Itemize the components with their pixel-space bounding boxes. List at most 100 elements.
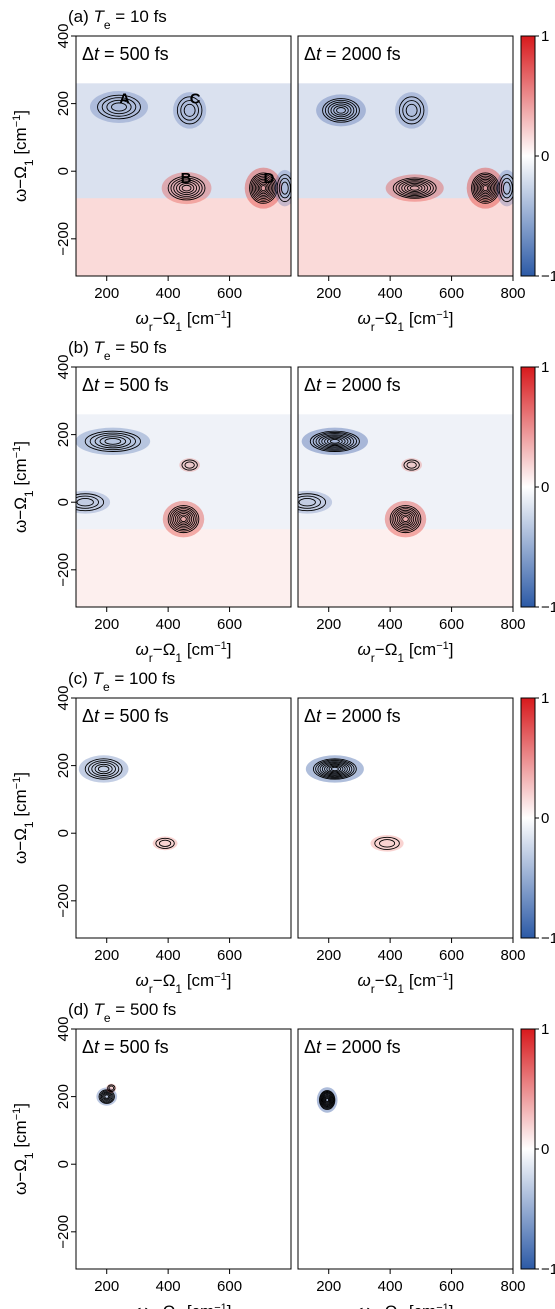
y-tick-label: 0 bbox=[55, 167, 72, 175]
x-tick-label: 400 bbox=[378, 1278, 403, 1295]
x-tick-label: 200 bbox=[94, 616, 119, 633]
contour-line bbox=[502, 181, 511, 195]
y-tick-label: 200 bbox=[55, 1084, 72, 1109]
x-tick-label: 400 bbox=[156, 1278, 181, 1295]
contour-line bbox=[298, 493, 327, 512]
contour-line bbox=[396, 511, 415, 527]
colorbar: 1 0 −1 bbox=[520, 28, 555, 285]
colorbar-tick-label: 1 bbox=[541, 28, 549, 45]
colorbar-tick-label: 0 bbox=[541, 810, 549, 827]
contour-line bbox=[76, 498, 94, 507]
y-tick-label: 200 bbox=[55, 91, 72, 116]
colorbar-tick-label: 0 bbox=[541, 479, 549, 496]
plot-frame bbox=[297, 35, 514, 277]
contour-line bbox=[176, 181, 198, 196]
contour-line bbox=[323, 1095, 331, 1104]
y-tick-label: 0 bbox=[55, 829, 72, 837]
negative-peak bbox=[395, 92, 429, 129]
positive-peak bbox=[244, 167, 283, 209]
x-tick-label: 800 bbox=[500, 1278, 525, 1295]
x-tick-label: 400 bbox=[156, 947, 181, 964]
contour-line bbox=[173, 179, 200, 197]
colorbar-gradient bbox=[520, 366, 536, 608]
y-axis-label: ω−Ω1 [cm−1] bbox=[11, 772, 36, 864]
contour-line bbox=[319, 1091, 335, 1109]
x-axis-label: ωr−Ω1 [cm−1] bbox=[358, 1302, 454, 1309]
contour-line bbox=[405, 103, 418, 117]
contour-line bbox=[158, 839, 172, 847]
plot-background bbox=[76, 698, 291, 938]
y-tick-label: 0 bbox=[55, 498, 72, 506]
contour-line bbox=[178, 514, 189, 524]
plot-frame bbox=[75, 697, 292, 939]
contour-line bbox=[278, 177, 291, 199]
colorbar-tick-label: −1 bbox=[541, 1261, 555, 1278]
contour-line bbox=[393, 508, 418, 530]
contour-line bbox=[260, 185, 267, 192]
contour-line bbox=[327, 101, 355, 120]
x-tick-label: 600 bbox=[217, 616, 242, 633]
negative-peak bbox=[76, 427, 151, 456]
panel-title: (c) Te = 100 fs bbox=[68, 669, 175, 694]
contour-line bbox=[84, 758, 123, 780]
positive-peak bbox=[384, 500, 427, 538]
x-tick-label: 600 bbox=[439, 285, 464, 302]
contour-line bbox=[472, 174, 499, 203]
y-tick-label: −200 bbox=[55, 222, 72, 256]
delta-t-label: Δt = 2000 fs bbox=[304, 375, 401, 395]
contour-line bbox=[317, 760, 353, 778]
contour-line bbox=[395, 509, 416, 529]
contour-line bbox=[319, 761, 351, 777]
contour-line bbox=[473, 175, 497, 201]
panel-title: (d) Te = 500 fs bbox=[68, 1000, 176, 1025]
contour-line bbox=[312, 758, 357, 780]
x-tick-label: 400 bbox=[156, 616, 181, 633]
contour-line bbox=[103, 1093, 111, 1100]
x-tick-label: 400 bbox=[378, 947, 403, 964]
y-tick-label: 0 bbox=[55, 1160, 72, 1168]
contour-line bbox=[108, 1085, 115, 1091]
contour-line bbox=[173, 509, 194, 529]
x-tick-label: 600 bbox=[217, 947, 242, 964]
contour-line bbox=[406, 184, 423, 193]
delta-t-label: Δt = 500 fs bbox=[82, 44, 169, 64]
background-stripe bbox=[298, 198, 513, 276]
contour-line bbox=[320, 1092, 334, 1108]
delta-t-label: Δt = 500 fs bbox=[82, 1037, 169, 1057]
contour-line bbox=[326, 764, 344, 774]
background-stripe bbox=[76, 83, 291, 199]
contour-line bbox=[324, 436, 346, 447]
colorbar: 1 0 −1 bbox=[520, 690, 555, 947]
y-tick-label: 200 bbox=[55, 422, 72, 447]
contour-line bbox=[409, 185, 420, 191]
x-tick-label: 200 bbox=[94, 947, 119, 964]
contour-line bbox=[398, 96, 425, 125]
contour-line bbox=[498, 174, 513, 203]
heatmap-plot: 200 400 600 800 Δt = 2000 fs ωr−Ω1 [cm−1] bbox=[297, 697, 526, 996]
y-tick-label: −200 bbox=[55, 1215, 72, 1249]
contour-line bbox=[167, 175, 206, 201]
contour-line bbox=[336, 107, 346, 114]
y-tick-label: 400 bbox=[55, 23, 72, 48]
contour-line bbox=[479, 181, 491, 195]
contour-line bbox=[325, 1097, 329, 1103]
contour-line bbox=[322, 1094, 333, 1106]
plot-frame bbox=[75, 1028, 292, 1270]
contour-line bbox=[404, 182, 426, 194]
contour-line bbox=[392, 177, 437, 199]
plot-frame bbox=[297, 697, 514, 939]
x-tick-label: 600 bbox=[439, 1278, 464, 1295]
colorbar-gradient bbox=[520, 35, 536, 277]
background-stripe bbox=[76, 198, 291, 276]
negative-peak bbox=[305, 755, 364, 783]
contour-line bbox=[259, 183, 268, 193]
plot-frame bbox=[297, 1028, 514, 1270]
x-tick-label: 800 bbox=[500, 616, 525, 633]
colorbar-tick-label: −1 bbox=[541, 930, 555, 947]
contour-line bbox=[482, 185, 489, 192]
contour-line bbox=[94, 434, 132, 449]
contour-line bbox=[298, 498, 316, 507]
contour-line bbox=[280, 181, 289, 195]
contour-line bbox=[323, 1095, 332, 1105]
contour-line bbox=[180, 100, 199, 121]
